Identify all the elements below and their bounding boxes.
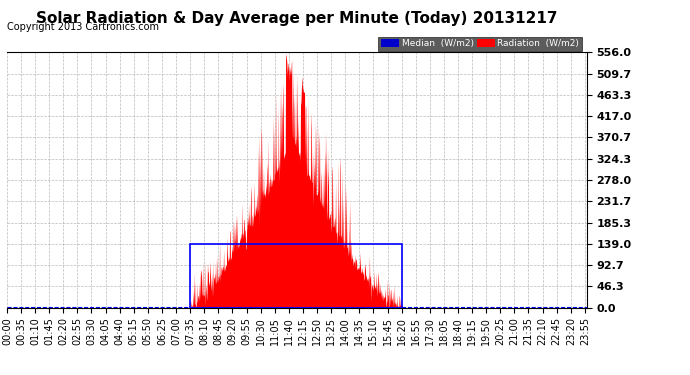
Legend: Median  (W/m2), Radiation  (W/m2): Median (W/m2), Radiation (W/m2) [378,37,582,51]
Text: Copyright 2013 Cartronics.com: Copyright 2013 Cartronics.com [7,22,159,32]
Bar [190,244,402,308]
Text: Solar Radiation & Day Average per Minute (Today) 20131217: Solar Radiation & Day Average per Minute… [36,11,558,26]
